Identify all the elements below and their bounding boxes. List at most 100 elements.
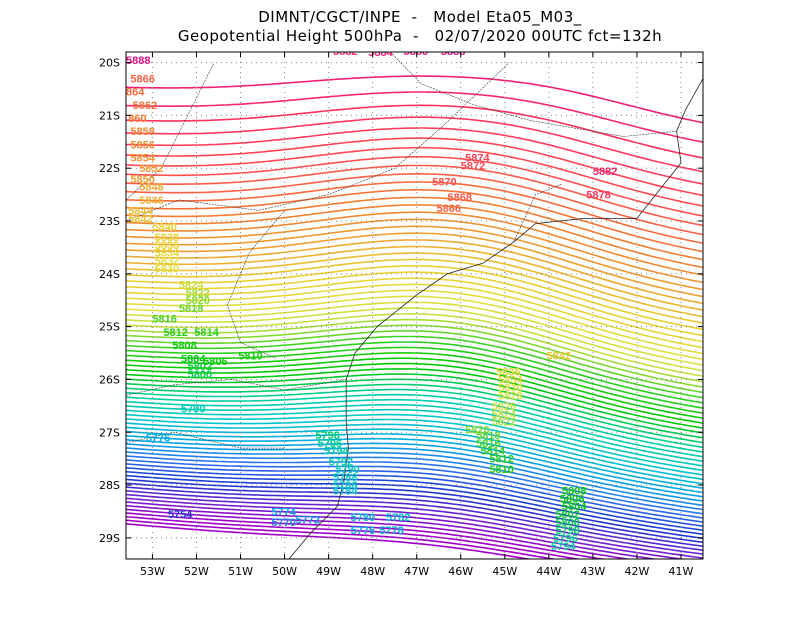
contour-line-5794 xyxy=(126,393,703,453)
contour-line-5730 xyxy=(126,523,533,559)
contour-label: 5814 xyxy=(194,327,219,339)
lon-tick-label: 43W xyxy=(580,565,605,578)
contour-label: 5850 xyxy=(130,174,154,186)
lat-lon-grid xyxy=(126,52,703,559)
contour-line-5800 xyxy=(126,378,703,439)
contour-label: 5882 xyxy=(593,166,617,178)
contour-line-5872 xyxy=(126,146,703,207)
contour-label: 5834 xyxy=(498,374,523,386)
lat-tick-label: 20S xyxy=(99,57,120,70)
contour-line-5862 xyxy=(126,189,703,253)
contour-label: 5832 xyxy=(155,256,179,268)
contour-line-5790 xyxy=(126,403,703,463)
contour-line-5788 xyxy=(126,408,703,467)
contour-label: 5796 xyxy=(553,533,577,545)
lon-tick-label: 46W xyxy=(448,565,473,578)
contour-label: 5770 xyxy=(271,517,295,529)
lon-tick-label: 48W xyxy=(360,565,385,578)
contour-label: 5820 xyxy=(185,295,209,307)
contour-line-5864 xyxy=(126,181,703,245)
contour-line-5766 xyxy=(126,455,703,515)
contour-line-5752 xyxy=(126,482,703,544)
contour-line-5770 xyxy=(126,447,703,507)
lon-tick-label: 51W xyxy=(228,565,253,578)
contour-line-5806 xyxy=(126,362,703,424)
contour-line-5734 xyxy=(126,515,582,559)
contour-line-5798 xyxy=(126,383,703,444)
contour-line-5796 xyxy=(126,388,703,449)
contour-label: 860 xyxy=(128,113,146,125)
lon-tick-label: 41W xyxy=(669,565,694,578)
contour-line-5836 xyxy=(126,277,703,343)
contour-label: 5874 xyxy=(465,153,490,165)
contour-line-5870 xyxy=(126,156,703,217)
lat-tick-label: 28S xyxy=(99,479,120,492)
state-border xyxy=(390,52,677,137)
contour-label: 5840 xyxy=(152,221,176,233)
contour-line-5764 xyxy=(126,459,703,519)
contour-label: 5808 xyxy=(562,485,586,497)
contour-label: 5824 xyxy=(179,279,204,291)
contour-label: 5788 xyxy=(333,472,357,484)
contour-label: 5784 xyxy=(333,485,358,497)
contour-label: 5794 xyxy=(324,446,349,458)
contour-label: 5818 xyxy=(476,430,500,442)
contour-line-5772 xyxy=(126,443,703,502)
contour-label: 5804 xyxy=(562,501,587,513)
contour-label: 5842 xyxy=(547,351,571,363)
contour-label: 5858 xyxy=(130,126,154,138)
contour-label: 5846 xyxy=(139,195,163,207)
contour-label: 5852 xyxy=(139,163,163,175)
contour-lines xyxy=(126,75,703,559)
contour-label: 5786 xyxy=(333,480,357,492)
lon-tick-label: 42W xyxy=(624,565,649,578)
contour-label: 5806 xyxy=(203,356,227,368)
contour-line-5732 xyxy=(126,519,558,559)
contour-label: 5776 xyxy=(351,525,375,537)
contour-label: 5812 xyxy=(489,454,513,466)
contour-line-5738 xyxy=(126,508,633,559)
contour-line-5854 xyxy=(126,218,703,284)
contour-line-5876 xyxy=(126,127,703,185)
contour-label: 5810 xyxy=(489,464,513,476)
contour-line-5880 xyxy=(126,104,703,159)
map-frame xyxy=(125,51,704,560)
lon-tick-label: 45W xyxy=(492,565,517,578)
contour-label: 5854 xyxy=(130,153,155,165)
contour-label: 5806 xyxy=(560,493,584,505)
contour-line-5786 xyxy=(126,413,703,472)
contour-label: 5824 xyxy=(492,409,517,421)
contour-label: 5882 xyxy=(333,46,357,58)
contour-line-5858 xyxy=(126,204,703,269)
contour-line-5736 xyxy=(126,512,607,559)
contour-line-5792 xyxy=(126,398,703,458)
contour-line-5828 xyxy=(126,301,703,366)
contour-line-5762 xyxy=(126,463,703,523)
contour-label: 5778 xyxy=(379,525,403,537)
contour-label: 5830 xyxy=(498,382,522,394)
contour-label: 5884 xyxy=(368,47,393,59)
contour-line-5774 xyxy=(126,439,703,498)
contour-line-5820 xyxy=(126,324,703,388)
contour-line-5874 xyxy=(126,137,703,197)
lat-tick-label: 29S xyxy=(99,532,120,545)
state-border xyxy=(126,379,347,396)
contour-label: 5808 xyxy=(172,340,196,352)
state-border xyxy=(126,62,215,201)
lon-tick-label: 50W xyxy=(272,565,297,578)
lat-tick-label: 25S xyxy=(99,321,120,334)
lon-tick-label: 44W xyxy=(536,565,561,578)
contour-label: 5826 xyxy=(492,401,516,413)
contour-line-5744 xyxy=(126,497,703,559)
contour-labels: 5888586686458628605858585658545852585058… xyxy=(126,46,617,553)
contour-line-5778 xyxy=(126,430,703,489)
contour-line-5742 xyxy=(126,501,687,559)
lon-tick-label: 52W xyxy=(184,565,209,578)
contour-label: 5818 xyxy=(179,303,203,315)
contour-line-5768 xyxy=(126,451,703,511)
contour-label: 5872 xyxy=(461,161,485,173)
contour-label: 5888 xyxy=(441,46,465,58)
contour-line-5746 xyxy=(126,493,703,555)
contour-label: 5798 xyxy=(315,430,339,442)
contour-label: 5830 xyxy=(155,264,179,276)
